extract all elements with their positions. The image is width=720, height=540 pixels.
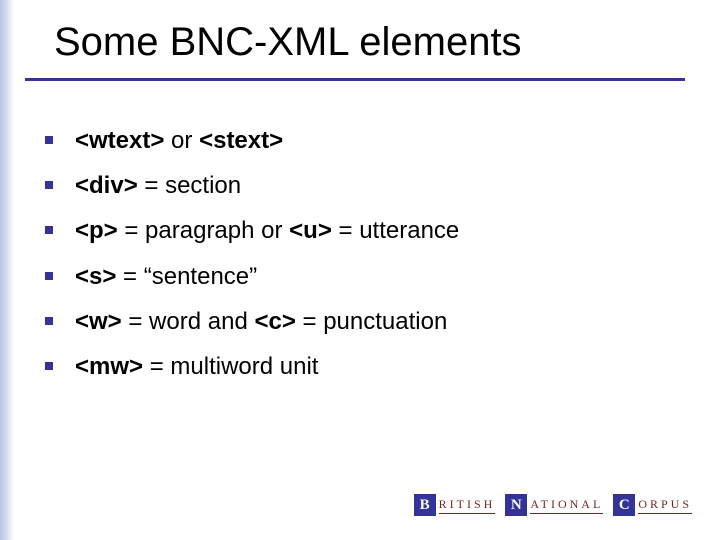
- bullet-item: <mw> = multiword unit: [45, 351, 459, 382]
- bullet-text: <s> = “sentence”: [75, 261, 257, 292]
- bullet-marker-icon: [45, 181, 53, 189]
- bullet-item: <w> = word and <c> = punctuation: [45, 306, 459, 337]
- bullet-marker-icon: [45, 226, 53, 234]
- bullet-marker-icon: [45, 362, 53, 370]
- logo-letter-box: C: [613, 494, 635, 516]
- title-underline: [25, 78, 685, 81]
- logo-word: RITISH: [439, 497, 496, 514]
- bullet-text: <p> = paragraph or <u> = utterance: [75, 215, 459, 246]
- bullet-item: <p> = paragraph or <u> = utterance: [45, 215, 459, 246]
- logo-word: ATIONAL: [530, 497, 603, 514]
- bullet-item: <wtext> or <stext>: [45, 125, 459, 156]
- bullet-text: <wtext> or <stext>: [75, 125, 283, 156]
- bullet-text: <w> = word and <c> = punctuation: [75, 306, 447, 337]
- bullet-marker-icon: [45, 272, 53, 280]
- left-gradient-stripe: [0, 0, 14, 540]
- footer-logo: BRITISH NATIONAL CORPUS: [414, 494, 692, 516]
- bullet-text: <div> = section: [75, 170, 241, 201]
- bullet-text: <mw> = multiword unit: [75, 351, 318, 382]
- bullet-marker-icon: [45, 136, 53, 144]
- bullet-marker-icon: [45, 317, 53, 325]
- logo-letter-box: B: [414, 494, 436, 516]
- logo-word: ORPUS: [638, 497, 692, 514]
- slide-title: Some BNC-XML elements: [54, 20, 522, 65]
- bullet-item: <div> = section: [45, 170, 459, 201]
- bullet-list: <wtext> or <stext> <div> = section <p> = p…: [45, 125, 459, 396]
- bullet-item: <s> = “sentence”: [45, 261, 459, 292]
- logo-letter-box: N: [505, 494, 527, 516]
